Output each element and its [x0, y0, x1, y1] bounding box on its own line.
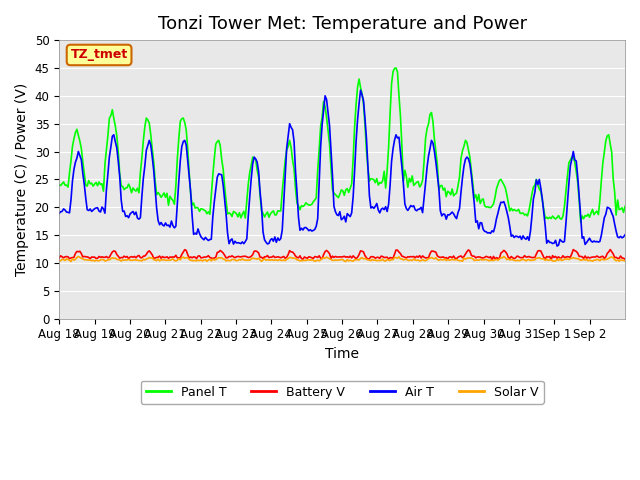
Panel T: [55, 181, 63, 187]
Air T: [356, 87, 364, 93]
Line: Air T: Air T: [59, 90, 625, 246]
Battery V: [92, 255, 100, 261]
Solar V: [621, 258, 629, 264]
Panel T: [620, 210, 627, 216]
Text: TZ_tmet: TZ_tmet: [70, 48, 128, 61]
Air T: [346, 214, 354, 219]
Battery V: [55, 255, 63, 261]
Solar V: [92, 257, 100, 263]
Air T: [621, 232, 629, 238]
Solar V: [74, 253, 82, 259]
Panel T: [460, 144, 468, 149]
Title: Tonzi Tower Met: Temperature and Power: Tonzi Tower Met: Temperature and Power: [157, 15, 527, 33]
Solar V: [348, 258, 355, 264]
Air T: [553, 243, 561, 249]
Legend: Panel T, Battery V, Air T, Solar V: Panel T, Battery V, Air T, Solar V: [141, 381, 543, 404]
Battery V: [346, 253, 354, 259]
Line: Solar V: Solar V: [59, 256, 625, 262]
Battery V: [620, 255, 627, 261]
Air T: [55, 211, 63, 216]
X-axis label: Time: Time: [325, 347, 359, 361]
Panel T: [392, 65, 400, 71]
Solar V: [620, 258, 627, 264]
Battery V: [74, 249, 82, 255]
Panel T: [346, 185, 354, 191]
Solar V: [342, 259, 349, 264]
Panel T: [545, 216, 552, 222]
Panel T: [92, 180, 100, 185]
Line: Panel T: Panel T: [59, 68, 625, 222]
Solar V: [546, 257, 554, 263]
Battery V: [547, 257, 555, 263]
Solar V: [460, 255, 468, 261]
Air T: [460, 163, 468, 169]
Battery V: [606, 247, 614, 252]
Panel T: [74, 132, 82, 138]
Solar V: [55, 258, 63, 264]
Panel T: [621, 204, 629, 209]
Solar V: [500, 253, 508, 259]
Battery V: [543, 254, 550, 260]
Battery V: [459, 255, 467, 261]
Air T: [620, 234, 627, 240]
Air T: [92, 205, 100, 211]
Line: Battery V: Battery V: [59, 250, 625, 260]
Y-axis label: Temperature (C) / Power (V): Temperature (C) / Power (V): [15, 83, 29, 276]
Battery V: [621, 256, 629, 262]
Air T: [545, 238, 552, 243]
Panel T: [577, 219, 584, 225]
Air T: [74, 149, 82, 155]
